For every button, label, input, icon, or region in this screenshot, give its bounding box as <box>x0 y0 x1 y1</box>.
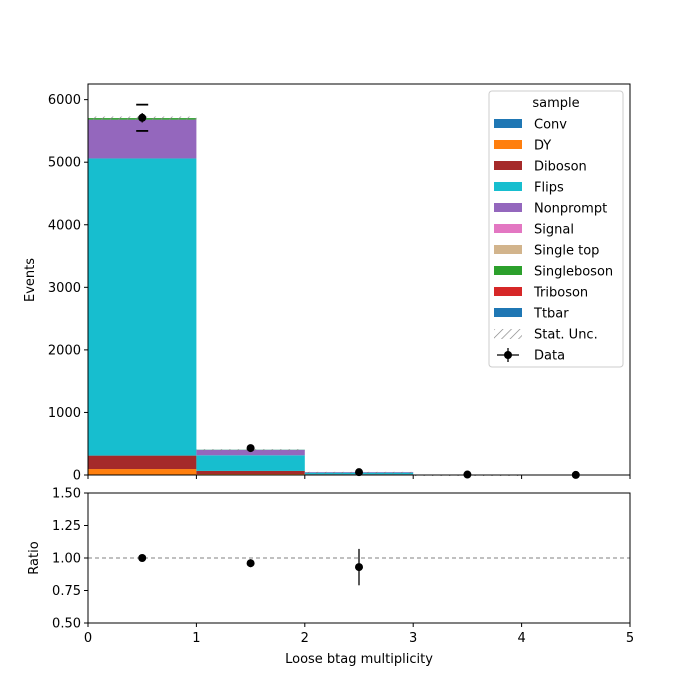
legend-swatch-stat-unc <box>494 329 522 339</box>
legend-title: sample <box>532 96 579 111</box>
legend-swatch-6 <box>494 245 522 254</box>
bar-1-0 <box>88 469 197 475</box>
top-y-axis-title: Events <box>23 258 38 302</box>
bar-3-1 <box>196 455 305 471</box>
ratio-panel-marks <box>88 548 630 586</box>
x-tick-label-1: 1 <box>192 631 200 646</box>
ratio-y-tick-label-4: 1.50 <box>52 487 81 502</box>
top-y-tick-label-2: 2000 <box>48 343 81 358</box>
top-y-tick-label-1: 1000 <box>48 406 81 421</box>
x-tick-label-0: 0 <box>84 631 92 646</box>
top-y-tick-label-0: 0 <box>73 469 81 484</box>
legend-swatch-5 <box>494 224 522 233</box>
legend-swatch-4 <box>494 203 522 212</box>
legend-label-4: Nonprompt <box>534 202 607 217</box>
legend-label-7: Singleboson <box>534 265 613 280</box>
data-point-2 <box>355 468 363 477</box>
bar-4-1 <box>196 449 305 456</box>
x-tick-label-4: 4 <box>517 631 525 646</box>
top-y-tick-label-3: 3000 <box>48 281 81 296</box>
data-point-0 <box>138 113 147 122</box>
legend: sample Conv DY Diboson Flips Nonprompt Signal… <box>488 90 624 368</box>
ratio-point-0 <box>138 554 147 562</box>
top-y-tick-label-4: 4000 <box>48 218 81 233</box>
legend-label-1: DY <box>534 139 551 154</box>
legend-label-6: Single top <box>534 244 599 259</box>
bar-3-0 <box>88 158 197 456</box>
x-tick-label-3: 3 <box>409 631 417 646</box>
bar-2-1 <box>196 470 305 475</box>
bar-4-0 <box>88 119 197 159</box>
ratio-point-2 <box>355 563 363 572</box>
legend-swatch-7 <box>494 266 522 275</box>
legend-label-stat-unc: Stat. Unc. <box>534 328 598 343</box>
top-panel-marks <box>88 103 630 479</box>
legend-swatch-9 <box>494 308 522 317</box>
legend-swatch-0 <box>494 119 522 128</box>
legend-swatch-8 <box>494 287 522 296</box>
legend-label-8: Triboson <box>533 286 588 301</box>
legend-label-0: Conv <box>534 118 567 133</box>
x-tick-label-5: 5 <box>626 631 634 646</box>
legend-label-5: Signal <box>534 223 574 238</box>
legend-swatch-2 <box>494 161 522 170</box>
ratio-y-tick-label-0: 0.50 <box>52 617 81 632</box>
ratio-y-tick-label-2: 1.00 <box>52 552 81 567</box>
legend-label-3: Flips <box>534 181 564 196</box>
legend-swatch-3 <box>494 182 522 191</box>
legend-label-9: Ttbar <box>533 307 569 322</box>
x-axis-title: Loose btag multiplicity <box>285 652 433 667</box>
legend-label-data: Data <box>534 349 565 364</box>
legend-box <box>488 90 624 368</box>
data-point-1 <box>246 444 255 453</box>
legend-label-2: Diboson <box>534 160 587 175</box>
bar-2-0 <box>88 455 197 470</box>
top-y-tick-label-6: 6000 <box>48 93 81 108</box>
ratio-y-tick-label-3: 1.25 <box>52 519 81 534</box>
legend-data-marker <box>504 351 512 359</box>
ratio-y-axis-title: Ratio <box>27 541 42 574</box>
x-tick-label-2: 2 <box>301 631 309 646</box>
top-y-tick-label-5: 5000 <box>48 156 81 171</box>
legend-swatch-1 <box>494 140 522 149</box>
ratio-point-1 <box>246 559 255 568</box>
ratio-y-tick-label-1: 0.75 <box>52 584 81 599</box>
top-panel-frame <box>87 83 631 476</box>
